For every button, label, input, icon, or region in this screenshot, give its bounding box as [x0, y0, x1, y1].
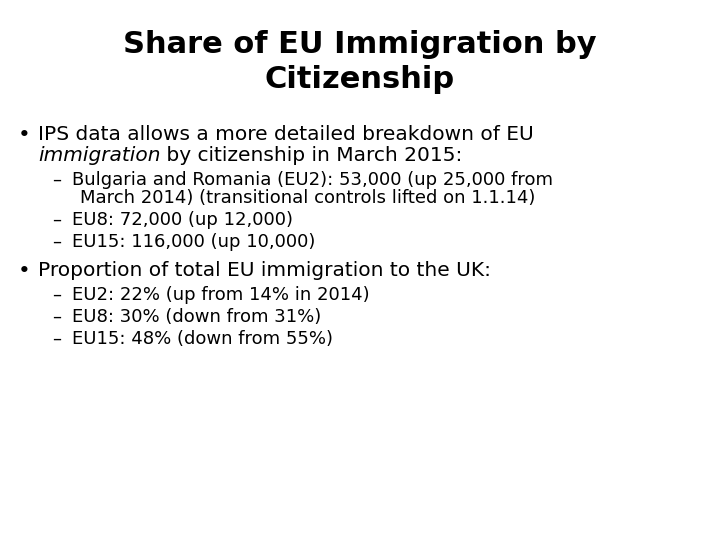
Text: –: – — [52, 330, 61, 348]
Text: EU2: 22% (up from 14% in 2014): EU2: 22% (up from 14% in 2014) — [72, 286, 369, 304]
Text: –: – — [52, 211, 61, 229]
Text: EU15: 116,000 (up 10,000): EU15: 116,000 (up 10,000) — [72, 233, 315, 251]
Text: March 2014) (transitional controls lifted on 1.1.14): March 2014) (transitional controls lifte… — [80, 189, 536, 207]
Text: –: – — [52, 233, 61, 251]
Text: EU8: 72,000 (up 12,000): EU8: 72,000 (up 12,000) — [72, 211, 293, 229]
Text: immigration: immigration — [38, 146, 161, 165]
Text: •: • — [18, 261, 31, 281]
Text: Bulgaria and Romania (EU2): 53,000 (up 25,000 from: Bulgaria and Romania (EU2): 53,000 (up 2… — [72, 171, 553, 189]
Text: Share of EU Immigration by
Citizenship: Share of EU Immigration by Citizenship — [123, 30, 597, 94]
Text: –: – — [52, 308, 61, 326]
Text: EU15: 48% (down from 55%): EU15: 48% (down from 55%) — [72, 330, 333, 348]
Text: EU8: 30% (down from 31%): EU8: 30% (down from 31%) — [72, 308, 321, 326]
Text: •: • — [18, 125, 31, 145]
Text: by citizenship in March 2015:: by citizenship in March 2015: — [161, 146, 463, 165]
Text: Proportion of total EU immigration to the UK:: Proportion of total EU immigration to th… — [38, 261, 491, 280]
Text: –: – — [52, 171, 61, 189]
Text: –: – — [52, 286, 61, 304]
Text: IPS data allows a more detailed breakdown of EU: IPS data allows a more detailed breakdow… — [38, 125, 534, 144]
